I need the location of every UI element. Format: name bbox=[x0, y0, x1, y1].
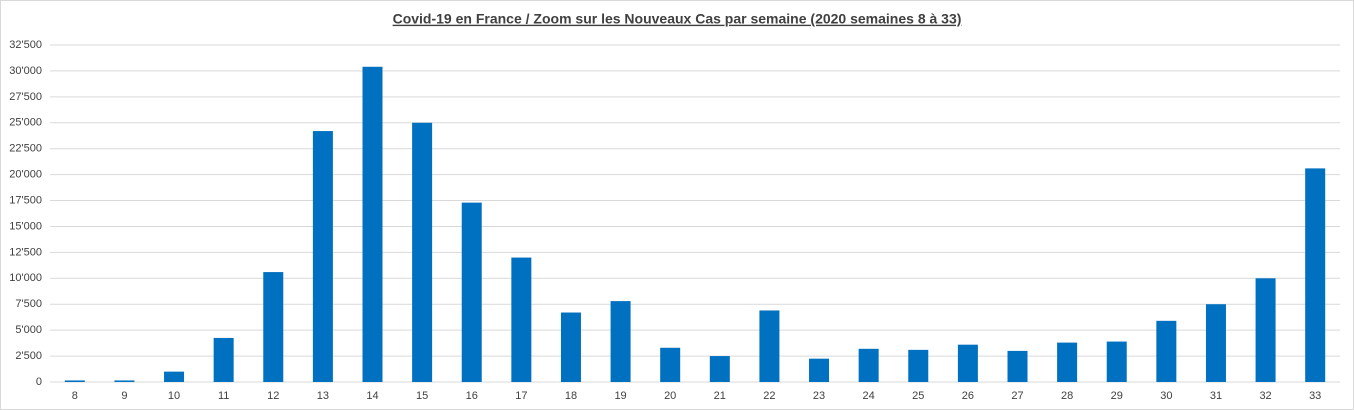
bar bbox=[164, 371, 185, 382]
bar bbox=[1255, 278, 1276, 382]
x-tick-label: 22 bbox=[763, 390, 775, 402]
y-tick-label: 30'000 bbox=[9, 65, 42, 77]
y-tick-label: 17'500 bbox=[9, 194, 42, 206]
x-tick-label: 28 bbox=[1061, 390, 1073, 402]
bar bbox=[1156, 320, 1177, 382]
x-tick-label: 15 bbox=[416, 390, 428, 402]
x-tick-label: 20 bbox=[664, 390, 676, 402]
y-tick-label: 22'500 bbox=[9, 143, 42, 155]
y-tick-label: 25'000 bbox=[9, 117, 42, 129]
x-tick-label: 17 bbox=[515, 390, 527, 402]
bar bbox=[213, 337, 234, 382]
bar bbox=[412, 122, 433, 383]
y-tick-label: 5'000 bbox=[15, 324, 42, 336]
bar bbox=[1205, 304, 1226, 382]
bar bbox=[1007, 350, 1028, 382]
bar bbox=[312, 131, 333, 382]
bar bbox=[908, 349, 929, 382]
x-tick-label: 9 bbox=[121, 390, 127, 402]
bar bbox=[511, 257, 532, 382]
y-tick-label: 15'000 bbox=[9, 220, 42, 232]
y-tick-label: 7'500 bbox=[15, 298, 42, 310]
x-tick-label: 33 bbox=[1309, 390, 1321, 402]
x-tick-label: 24 bbox=[863, 390, 875, 402]
bar bbox=[660, 347, 681, 382]
x-tick-label: 8 bbox=[72, 390, 78, 402]
x-tick-label: 10 bbox=[168, 390, 180, 402]
x-tick-label: 26 bbox=[962, 390, 974, 402]
bar bbox=[957, 344, 978, 382]
x-tick-label: 13 bbox=[317, 390, 329, 402]
x-tick-label: 11 bbox=[218, 390, 229, 402]
bar bbox=[858, 348, 879, 382]
y-tick-label: 2'500 bbox=[15, 350, 42, 362]
bar bbox=[610, 301, 631, 382]
x-tick-label: 12 bbox=[267, 390, 279, 402]
bar bbox=[1057, 342, 1078, 382]
x-tick-label: 14 bbox=[366, 390, 378, 402]
x-tick-label: 18 bbox=[565, 390, 577, 402]
bar bbox=[1305, 168, 1326, 382]
y-tick-label: 27'500 bbox=[9, 91, 42, 103]
x-tick-label: 21 bbox=[714, 390, 726, 402]
x-tick-label: 31 bbox=[1210, 390, 1222, 402]
chart-title: Covid-19 en France / Zoom sur les Nouvea… bbox=[393, 11, 962, 27]
y-tick-label: 32'500 bbox=[9, 39, 42, 51]
y-tick-label: 0 bbox=[36, 376, 42, 388]
x-tick-label: 30 bbox=[1160, 390, 1172, 402]
x-tick-label: 29 bbox=[1111, 390, 1123, 402]
y-tick-label: 12'500 bbox=[9, 246, 42, 258]
x-tick-label: 16 bbox=[466, 390, 478, 402]
bar bbox=[114, 380, 135, 382]
bar bbox=[263, 272, 284, 382]
bar bbox=[64, 380, 85, 382]
bar bbox=[461, 202, 482, 382]
bar bbox=[759, 310, 780, 382]
bar bbox=[709, 356, 730, 382]
bar bbox=[560, 312, 581, 382]
bar bbox=[809, 358, 830, 382]
y-tick-label: 20'000 bbox=[9, 169, 42, 181]
x-tick-label: 27 bbox=[1011, 390, 1023, 402]
x-tick-label: 19 bbox=[614, 390, 626, 402]
x-tick-label: 23 bbox=[813, 390, 825, 402]
bar bbox=[1106, 341, 1127, 382]
x-tick-label: 32 bbox=[1259, 390, 1271, 402]
bar bbox=[362, 66, 383, 382]
y-tick-label: 10'000 bbox=[9, 272, 42, 284]
x-tick-label: 25 bbox=[912, 390, 924, 402]
